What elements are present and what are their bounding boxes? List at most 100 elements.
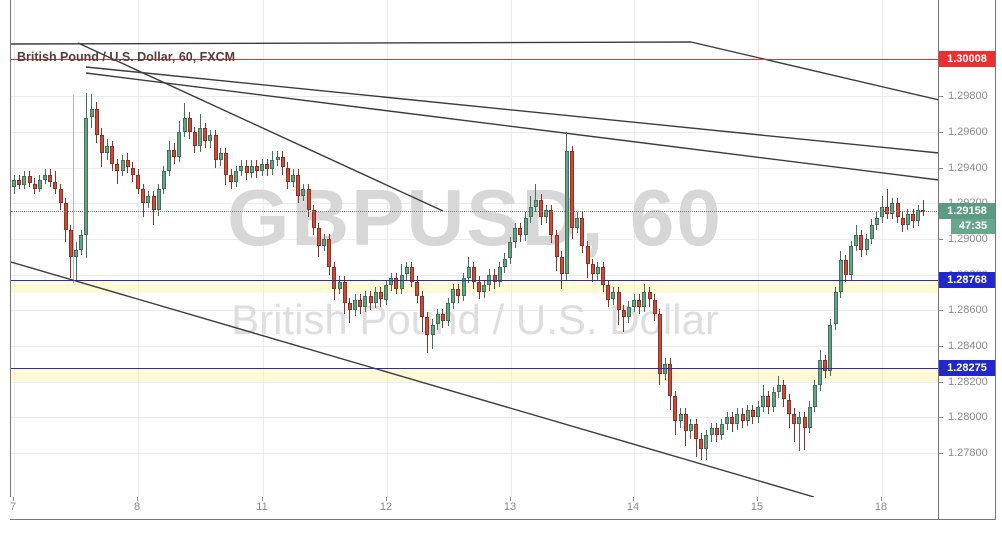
candle-body <box>342 281 347 304</box>
resistance-line[interactable] <box>11 59 939 60</box>
candle-wick <box>116 158 118 184</box>
candle-body <box>621 310 626 318</box>
horizontal-gridline <box>11 238 939 240</box>
candle-body <box>539 199 543 218</box>
time-label: 15 <box>750 501 764 513</box>
time-tick <box>633 497 634 501</box>
candle-body <box>787 399 791 414</box>
channel-upper-trendline[interactable] <box>85 66 939 154</box>
candle-body <box>213 135 218 161</box>
candle-body <box>766 395 771 407</box>
candle-body <box>849 246 854 275</box>
support-line[interactable] <box>11 280 939 281</box>
candle-body <box>415 281 419 296</box>
long-descending-trendline[interactable] <box>11 261 815 497</box>
candle-body <box>146 196 151 204</box>
candle-body <box>797 417 802 425</box>
chart-legend-title[interactable]: British Pound / U.S. Dollar, 60, FXCM <box>17 50 236 64</box>
candle-body <box>177 131 182 157</box>
candle-body <box>843 260 848 275</box>
candle-body <box>440 313 445 321</box>
trendlines-layer[interactable] <box>11 0 939 497</box>
resistance-badge[interactable]: 1.30008 <box>939 51 995 67</box>
candle-body <box>451 288 456 304</box>
candle-wick <box>886 188 888 220</box>
candle-body <box>518 228 523 236</box>
candle-body <box>699 438 704 450</box>
candle-body <box>27 176 32 184</box>
candle-body <box>885 206 890 214</box>
steep-left-trendline[interactable] <box>77 42 444 212</box>
candle-body <box>776 385 781 393</box>
vertical-gridline <box>634 0 635 497</box>
candle-body <box>409 267 414 282</box>
candle-body <box>704 435 709 450</box>
chart-pane[interactable]: GBPUSD, 60 British Pound / U.S. Dollar B… <box>10 0 939 498</box>
candle-body <box>642 292 647 307</box>
time-label: 14 <box>626 501 640 513</box>
candle-body <box>125 160 130 168</box>
candle-body <box>792 413 797 425</box>
price-label: 1.29000 <box>948 232 988 245</box>
candle-body <box>890 203 895 214</box>
candle-body <box>141 188 146 204</box>
candle-wick <box>349 297 351 323</box>
candle-body <box>420 296 425 318</box>
candle-body <box>812 385 817 407</box>
upper-horizontal-trendline[interactable] <box>11 41 692 45</box>
vertical-marker-line <box>73 95 74 283</box>
support-line[interactable] <box>11 368 939 369</box>
candle-body <box>22 176 27 186</box>
candle-body <box>192 131 197 147</box>
candle-body <box>358 299 363 307</box>
candle-body <box>425 317 430 336</box>
candle-body <box>399 274 404 289</box>
price-label: 1.29400 <box>948 161 988 174</box>
candle-body <box>564 151 569 275</box>
candle-body <box>652 299 657 314</box>
candle-body <box>63 203 68 230</box>
candle-body <box>554 235 559 257</box>
candle-body <box>626 306 631 318</box>
candle-body <box>508 242 512 259</box>
candle-body <box>48 174 53 182</box>
channel-lower-trendline[interactable] <box>85 72 939 181</box>
candle-body <box>575 217 580 229</box>
candle-body <box>456 288 461 296</box>
candle-body <box>322 238 326 246</box>
candle-body <box>673 395 678 421</box>
price-label: 1.27800 <box>948 447 988 459</box>
vertical-gridline <box>14 0 15 497</box>
candle-body <box>337 281 342 289</box>
horizontal-gridline <box>11 96 939 98</box>
price-axis[interactable]: 1.298001.296001.294001.292001.290001.288… <box>938 0 996 520</box>
candle-body <box>590 263 595 275</box>
candle-body <box>446 303 450 321</box>
candle-body <box>58 188 63 204</box>
candle-body <box>244 165 249 173</box>
candle-body <box>869 224 874 239</box>
time-tick <box>137 497 138 501</box>
candle-body <box>151 196 156 211</box>
current-price-badge[interactable]: 1.29158 <box>939 202 995 219</box>
candle-wick <box>793 408 795 443</box>
candle-body <box>182 117 187 132</box>
horizontal-gridline <box>11 131 939 133</box>
time-axis[interactable]: 7 8 11 12 13 14 15 18 <box>10 497 938 520</box>
candle-body <box>105 146 109 154</box>
candle-body <box>110 146 115 164</box>
candle-body <box>911 213 916 221</box>
support-badge[interactable]: 1.28275 <box>939 360 995 377</box>
price-tick <box>939 345 943 347</box>
candle-body <box>735 413 740 425</box>
price-label: 1.29800 <box>948 90 988 103</box>
candle-body <box>280 156 285 168</box>
candle-body <box>311 210 316 229</box>
horizontal-gridline <box>11 345 939 347</box>
current-price-line[interactable] <box>11 211 939 212</box>
price-tick <box>939 310 943 312</box>
upper-right-trendline[interactable] <box>690 41 939 101</box>
support-badge[interactable]: 1.28768 <box>939 272 995 289</box>
candle-body <box>234 171 239 182</box>
vertical-gridline <box>138 0 139 497</box>
